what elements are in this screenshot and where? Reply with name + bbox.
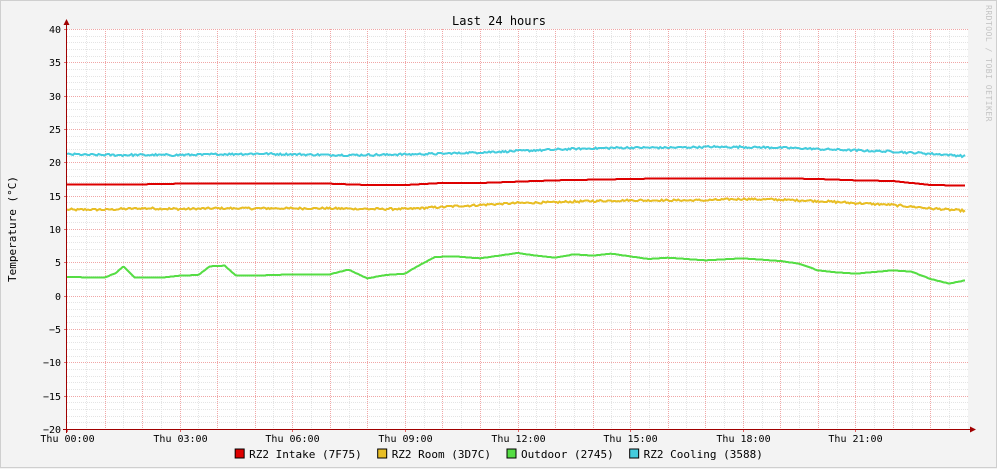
watermark: RRDTOOL / TOBI OETIKER [984, 5, 993, 122]
x-tick-label: Thu 21:00 [828, 434, 882, 445]
y-tick-label: −5 [49, 325, 61, 336]
y-tick-label: 0 [55, 292, 61, 303]
series-line-1 [67, 177, 965, 187]
legend-label-4: RZ2 Cooling (3588) [644, 448, 763, 461]
series-line-3 [67, 252, 965, 285]
x-tick-label: Thu 00:00 [40, 434, 94, 445]
y-axis-arrow [63, 19, 70, 25]
series-lines [66, 144, 966, 285]
y-tick-label: 5 [55, 258, 61, 269]
chart-title: Last 24 hours [452, 14, 546, 28]
y-tick-label: 30 [49, 92, 61, 103]
tick-labels: −20 −15 −10 −5 0 5 10 15 20 25 30 35 40 Thu 00:00 Thu … [40, 25, 882, 445]
series-line-4 [66, 144, 966, 159]
y-tick-label: −15 [43, 392, 61, 403]
x-tick-label: Thu 09:00 [378, 434, 432, 445]
legend: RZ2 Intake (7F75) RZ2 Room (3D7C) Outdoor … [234, 448, 763, 461]
y-tick-label: 20 [49, 158, 61, 169]
y-axis-label: Temperature (°C) [6, 176, 19, 282]
legend-swatch-3 [506, 448, 517, 459]
series-line-2 [66, 197, 966, 214]
x-tick-label: Thu 12:00 [491, 434, 545, 445]
legend-swatch-2 [377, 448, 388, 459]
y-tick-label: −10 [43, 358, 61, 369]
x-axis-arrow [970, 426, 976, 433]
x-tick-label: Thu 06:00 [265, 434, 319, 445]
y-tick-label: 40 [49, 25, 61, 36]
x-tick-label: Thu 18:00 [716, 434, 770, 445]
legend-label-3: Outdoor (2745) [521, 448, 614, 461]
y-tick-label: 25 [49, 125, 61, 136]
x-tick-label: Thu 03:00 [153, 434, 207, 445]
x-tick-label: Thu 15:00 [603, 434, 657, 445]
y-tick-label: 10 [49, 225, 61, 236]
legend-label-2: RZ2 Room (3D7C) [392, 448, 491, 461]
legend-swatch-1 [234, 448, 245, 459]
legend-label-1: RZ2 Intake (7F75) [249, 448, 362, 461]
axes [63, 19, 976, 433]
y-tick-label: 35 [49, 58, 61, 69]
y-tick-label: −20 [43, 425, 61, 436]
legend-swatch-4 [629, 448, 640, 459]
y-tick-label: 15 [49, 192, 61, 203]
